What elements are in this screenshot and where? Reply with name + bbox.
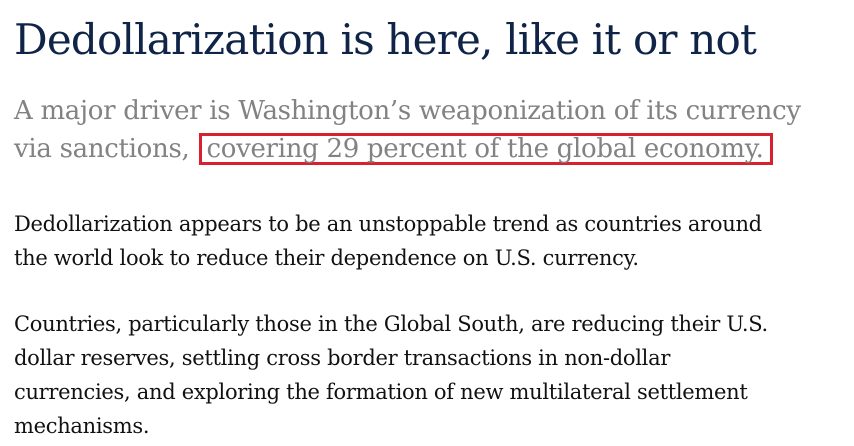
subheadline-line-2: via sanctions, covering 29 percent of th… (14, 130, 850, 168)
paragraph-line: mechanisms. (14, 414, 150, 438)
paragraph-line: the world look to reduce their dependenc… (14, 246, 639, 270)
subheadline: A major driver is Washington’s weaponiza… (14, 92, 850, 168)
subheadline-prefix: via sanctions, (14, 134, 198, 164)
paragraph-line: Countries, particularly those in the Glo… (14, 312, 768, 336)
paragraph-line: currencies, and exploring the formation … (14, 380, 748, 404)
highlighted-statistic: covering 29 percent of the global econom… (199, 133, 773, 165)
subheadline-line-1: A major driver is Washington’s weaponiza… (14, 96, 801, 126)
body-paragraph-2: Countries, particularly those in the Glo… (14, 307, 850, 443)
body-paragraph-1: Dedollarization appears to be an unstopp… (14, 207, 850, 275)
paragraph-line: dollar reserves, settling cross border t… (14, 346, 671, 370)
paragraph-line: Dedollarization appears to be an unstopp… (14, 212, 762, 236)
headline: Dedollarization is here, like it or not (14, 15, 757, 64)
